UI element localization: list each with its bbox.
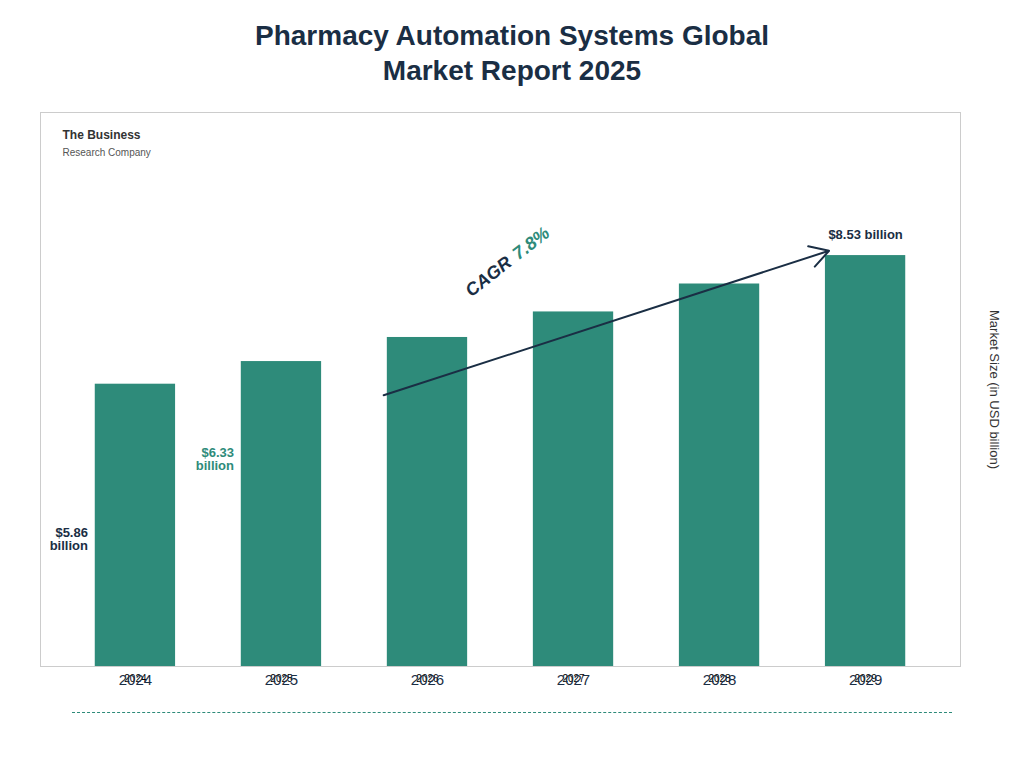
svg-text:2025: 2025 xyxy=(265,671,298,688)
svg-text:2028: 2028 xyxy=(703,671,736,688)
svg-text:2026: 2026 xyxy=(411,671,444,688)
svg-text:7.8%: 7.8% xyxy=(509,223,554,264)
svg-text:$8.53 billion: $8.53 billion xyxy=(828,227,902,242)
svg-text:2024: 2024 xyxy=(119,671,152,688)
svg-text:Research Company: Research Company xyxy=(63,147,151,158)
html-text:Pharmacy Automation Systems Gl: Pharmacy Automation Systems Global Marke… xyxy=(255,20,769,86)
svg-text:2027: 2027 xyxy=(557,671,590,688)
svg-text:Market Size (in USD billion): Market Size (in USD billion) xyxy=(987,310,1002,469)
svg-text:$6.33billion: $6.33billion xyxy=(196,445,234,473)
svg-text:The Business: The Business xyxy=(63,128,141,142)
svg-text:CAGR: CAGR xyxy=(461,249,519,300)
svg-text:$5.86billion: $5.86billion xyxy=(50,525,88,553)
svg-text:2029: 2029 xyxy=(849,671,882,688)
